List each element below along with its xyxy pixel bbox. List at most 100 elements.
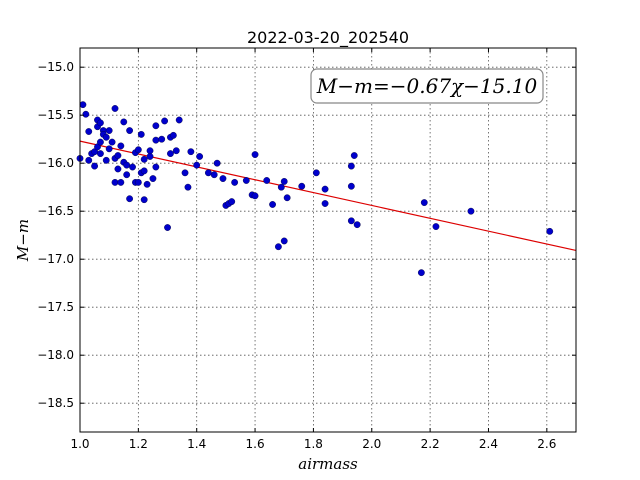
data-point bbox=[280, 178, 288, 185]
data-point bbox=[85, 156, 93, 164]
data-point bbox=[111, 105, 119, 112]
data-point bbox=[347, 162, 355, 170]
data-point bbox=[114, 165, 122, 173]
data-point bbox=[196, 153, 204, 160]
data-point bbox=[152, 122, 160, 130]
data-point bbox=[91, 162, 98, 170]
y-tick-label: −16.5 bbox=[37, 204, 74, 218]
x-tick-label: 1.8 bbox=[304, 437, 323, 451]
data-point bbox=[97, 138, 104, 146]
data-point bbox=[219, 175, 227, 182]
data-points bbox=[76, 101, 554, 277]
data-point bbox=[146, 147, 154, 155]
fit-line bbox=[79, 140, 577, 252]
data-point bbox=[277, 183, 285, 191]
data-point bbox=[172, 147, 180, 155]
data-point bbox=[175, 116, 183, 124]
y-tick-label: −17.0 bbox=[37, 252, 74, 266]
data-point bbox=[193, 161, 201, 169]
equation-box: M−m=−0.67χ−15.10 bbox=[310, 68, 544, 104]
data-point bbox=[347, 182, 355, 190]
data-point bbox=[105, 145, 113, 153]
y-tick-label: −15.0 bbox=[37, 60, 74, 74]
data-point bbox=[347, 217, 355, 225]
data-point bbox=[420, 199, 428, 206]
data-point bbox=[152, 136, 160, 144]
data-point bbox=[167, 150, 174, 158]
fit-line-group bbox=[79, 140, 577, 252]
data-point bbox=[126, 195, 134, 203]
x-tick-label: 2.2 bbox=[421, 437, 440, 451]
y-tick-label: −18.5 bbox=[37, 396, 74, 410]
data-point bbox=[140, 196, 148, 204]
data-point bbox=[152, 163, 160, 171]
data-point bbox=[467, 207, 475, 215]
y-tick-label: −16.0 bbox=[37, 156, 74, 170]
chart-title: 2022-03-20_202540 bbox=[247, 28, 409, 48]
data-point bbox=[251, 151, 259, 158]
x-tick-label: 1.0 bbox=[70, 437, 89, 451]
data-point bbox=[169, 131, 177, 139]
data-point bbox=[184, 183, 192, 191]
data-point bbox=[263, 177, 271, 184]
data-point bbox=[79, 101, 87, 109]
plot-frame bbox=[79, 47, 577, 433]
data-point bbox=[187, 148, 195, 156]
x-tick-label: 2.4 bbox=[479, 437, 498, 451]
data-point bbox=[546, 227, 554, 235]
data-point bbox=[105, 127, 113, 134]
data-point bbox=[123, 171, 131, 179]
data-point bbox=[204, 169, 212, 177]
x-tick-label: 1.4 bbox=[187, 437, 206, 451]
equation-box-border bbox=[310, 68, 544, 104]
data-point bbox=[129, 163, 136, 171]
grid bbox=[80, 48, 576, 432]
data-point bbox=[126, 127, 134, 134]
data-point bbox=[213, 159, 221, 167]
data-point bbox=[120, 118, 128, 126]
data-point bbox=[85, 128, 93, 135]
x-tick-label: 2.6 bbox=[537, 437, 556, 451]
data-point bbox=[143, 180, 151, 188]
data-point bbox=[251, 192, 259, 200]
data-point bbox=[114, 152, 122, 159]
y-tick-label: −17.5 bbox=[37, 300, 74, 314]
axis-ticks: 1.0 1.2 1.4 1.6 1.8 2.0 2.2 2.4 2.6 −15.0 −15.5 −16… bbox=[37, 48, 576, 451]
data-point bbox=[350, 152, 358, 159]
data-point bbox=[161, 117, 169, 125]
data-point bbox=[117, 178, 125, 186]
data-point bbox=[283, 194, 291, 202]
data-point bbox=[298, 182, 306, 190]
fit-equation: M−m=−0.67χ−15.10 bbox=[316, 74, 538, 98]
x-tick-label: 2.0 bbox=[362, 437, 381, 451]
data-point bbox=[134, 178, 142, 186]
data-point bbox=[140, 155, 148, 163]
x-tick-label: 1.2 bbox=[129, 437, 148, 451]
data-point bbox=[164, 224, 171, 231]
data-point bbox=[432, 223, 440, 230]
y-axis-label: M−m bbox=[14, 219, 32, 262]
data-point bbox=[123, 161, 131, 169]
data-point bbox=[242, 177, 250, 184]
data-point bbox=[231, 178, 239, 186]
data-point bbox=[146, 153, 154, 160]
data-point bbox=[274, 243, 282, 251]
x-axis-label: airmass bbox=[298, 455, 358, 473]
data-point bbox=[117, 142, 125, 150]
data-point bbox=[102, 156, 110, 164]
x-tick-label: 1.6 bbox=[246, 437, 265, 451]
data-point bbox=[280, 237, 288, 245]
data-point bbox=[137, 130, 145, 138]
data-point bbox=[417, 269, 425, 277]
data-point bbox=[181, 169, 189, 177]
data-point bbox=[97, 150, 104, 158]
data-point bbox=[321, 185, 329, 193]
data-point bbox=[149, 175, 157, 182]
data-point bbox=[312, 169, 320, 177]
data-point bbox=[140, 167, 148, 175]
data-point bbox=[269, 201, 276, 208]
y-tick-label: −15.5 bbox=[37, 108, 74, 122]
data-point bbox=[228, 198, 236, 206]
data-point bbox=[321, 200, 329, 207]
